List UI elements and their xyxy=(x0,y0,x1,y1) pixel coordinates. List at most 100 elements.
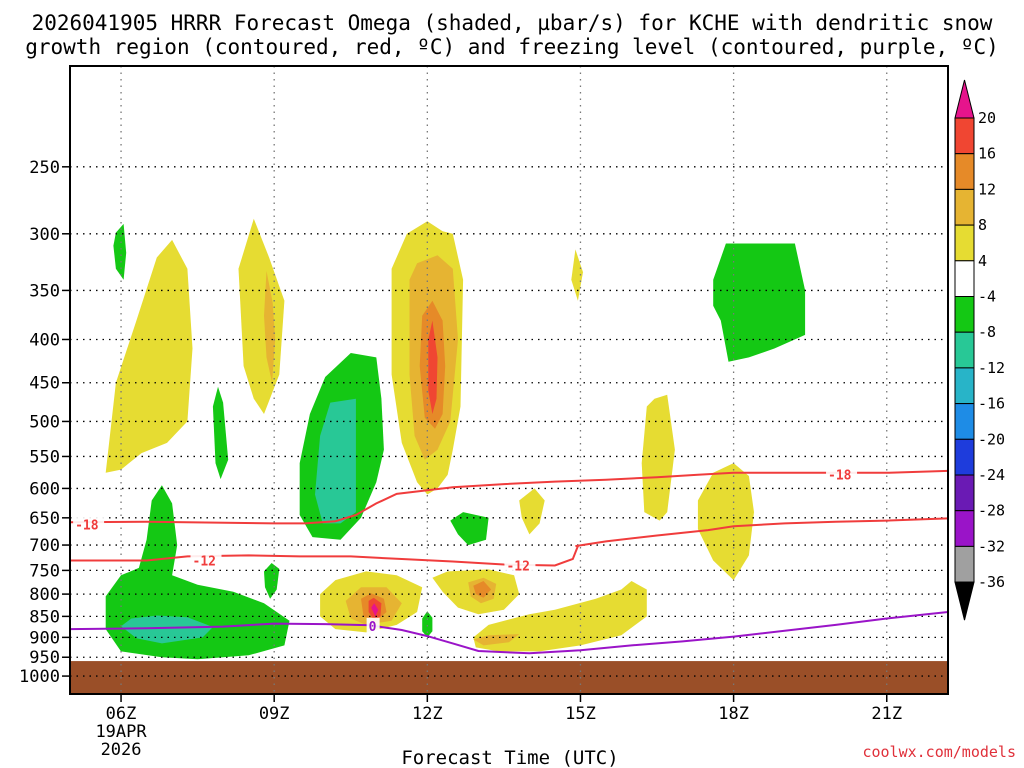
colorbar: 20 16 12 8 4 -4 -8 -12 -16 -20 -24 -28 -32 -36 xyxy=(954,79,1005,621)
omega-region-29 xyxy=(473,581,647,652)
colorbar-label-3: 8 xyxy=(978,216,987,234)
contour-label-bg-3 xyxy=(504,557,536,573)
grid-lines xyxy=(70,66,948,694)
y-tick-label-950: 950 xyxy=(29,648,60,668)
x-tick-label-09Z: 09Z xyxy=(259,704,290,724)
omega-region-24 xyxy=(371,603,379,617)
contour-label-0: -18 xyxy=(75,519,99,534)
omega-region-4 xyxy=(212,386,229,480)
colorbar-label-5: -4 xyxy=(978,288,996,306)
x-tick-year: 2026 xyxy=(101,740,142,760)
credit-text: coolwx.com/models xyxy=(862,743,1016,761)
omega-shading xyxy=(105,218,806,660)
omega-region-19 xyxy=(697,463,754,581)
y-tick-label-700: 700 xyxy=(29,536,60,556)
y-tick-label-550: 550 xyxy=(29,447,60,467)
contour-label-4: 0 xyxy=(369,620,377,635)
y-axis-pressure: 2503003504004505005506006507007508008509… xyxy=(19,158,70,687)
contour-line-2 xyxy=(70,545,579,567)
colorbar-swatch-8 xyxy=(954,403,975,440)
colorbar-swatch-9 xyxy=(954,438,975,476)
contour-label-bg-1 xyxy=(826,466,858,482)
y-tick-label-650: 650 xyxy=(29,509,60,529)
x-tick-label-06Z: 06Z xyxy=(106,704,137,724)
x-axis-label: Forecast Time (UTC) xyxy=(401,747,618,768)
omega-region-3 xyxy=(264,271,276,383)
y-tick-label-250: 250 xyxy=(29,158,60,178)
x-tick-date: 19APR xyxy=(95,722,147,742)
omega-region-2 xyxy=(238,218,285,414)
colorbar-swatch-4 xyxy=(954,260,975,297)
colorbar-label-2: 12 xyxy=(978,180,996,198)
y-tick-label-350: 350 xyxy=(29,281,60,301)
colorbar-swatch-12 xyxy=(954,545,975,583)
colorbar-label-8: -16 xyxy=(978,395,1005,413)
y-tick-label-300: 300 xyxy=(29,225,60,245)
plot-frame xyxy=(69,65,949,695)
x-tick-label-15Z: 15Z xyxy=(565,704,596,724)
contour-line-0 xyxy=(70,469,948,525)
x-tick-label-21Z: 21Z xyxy=(871,704,902,724)
chart-title-line-2: growth region (contoured, red, ºC) and f… xyxy=(25,35,999,59)
omega-region-7 xyxy=(264,563,280,599)
colorbar-label-11: -28 xyxy=(978,502,1005,520)
contour-label-3: -12 xyxy=(506,559,529,574)
colorbar-swatch-7 xyxy=(954,367,975,405)
terrain-below-ground xyxy=(70,661,948,694)
contour-label-bg-0 xyxy=(73,516,105,532)
contour-line-3 xyxy=(70,611,948,655)
chart-title-line-1: 2026041905 HRRR Forecast Omega (shaded, … xyxy=(32,11,993,35)
colorbar-label-6: -8 xyxy=(978,323,996,341)
temperature-contours xyxy=(70,469,948,655)
y-tick-label-800: 800 xyxy=(29,585,60,605)
colorbar-label-1: 16 xyxy=(978,145,996,163)
omega-region-9 xyxy=(315,398,356,524)
omega-region-18 xyxy=(450,512,489,546)
y-tick-label-900: 900 xyxy=(29,628,60,648)
y-tick-label-450: 450 xyxy=(29,374,60,394)
colorbar-swatch-6 xyxy=(954,331,975,369)
colorbar-bottom-arrow xyxy=(954,581,975,621)
y-tick-label-400: 400 xyxy=(29,330,60,350)
contour-label-bg-4 xyxy=(366,617,380,633)
omega-region-0 xyxy=(113,223,127,280)
x-tick-label-12Z: 12Z xyxy=(412,704,443,724)
colorbar-label-10: -24 xyxy=(978,466,1005,484)
contour-label-bg-2 xyxy=(190,552,222,568)
colorbar-swatch-1 xyxy=(954,153,975,190)
y-tick-label-750: 750 xyxy=(29,561,60,581)
colorbar-swatch-3 xyxy=(954,224,975,262)
colorbar-swatch-5 xyxy=(954,296,975,333)
contour-line-1 xyxy=(575,517,948,548)
colorbar-swatch-10 xyxy=(954,474,975,512)
omega-region-14 xyxy=(571,249,583,301)
contour-labels: -18 -18 -12 -12 0 xyxy=(73,466,858,635)
omega-region-15 xyxy=(713,243,806,362)
colorbar-top-arrow xyxy=(954,79,975,119)
colorbar-swatch-0 xyxy=(954,117,975,155)
omega-region-30 xyxy=(473,634,520,646)
omega-region-5 xyxy=(105,485,290,660)
chart-title: 2026041905 HRRR Forecast Omega (shaded, … xyxy=(25,11,999,59)
y-tick-label-1000: 1000 xyxy=(19,667,60,687)
omega-region-16 xyxy=(641,394,675,521)
colorbar-swatch-2 xyxy=(954,188,975,226)
colorbar-label-9: -20 xyxy=(978,430,1005,448)
omega-region-28 xyxy=(422,611,433,638)
omega-region-1 xyxy=(105,239,193,473)
colorbar-label-4: 4 xyxy=(978,252,987,270)
y-tick-label-850: 850 xyxy=(29,607,60,627)
colorbar-label-7: -12 xyxy=(978,359,1005,377)
contour-label-1: -18 xyxy=(828,469,852,484)
colorbar-swatch-11 xyxy=(954,510,975,547)
colorbar-label-13: -36 xyxy=(978,573,1005,591)
y-tick-label-500: 500 xyxy=(29,412,60,432)
omega-region-6 xyxy=(121,615,213,644)
omega-region-13 xyxy=(428,320,438,414)
contour-label-2: -12 xyxy=(193,554,216,569)
colorbar-label-0: 20 xyxy=(978,109,996,127)
colorbar-label-12: -32 xyxy=(978,537,1005,555)
x-tick-label-18Z: 18Z xyxy=(718,704,749,724)
